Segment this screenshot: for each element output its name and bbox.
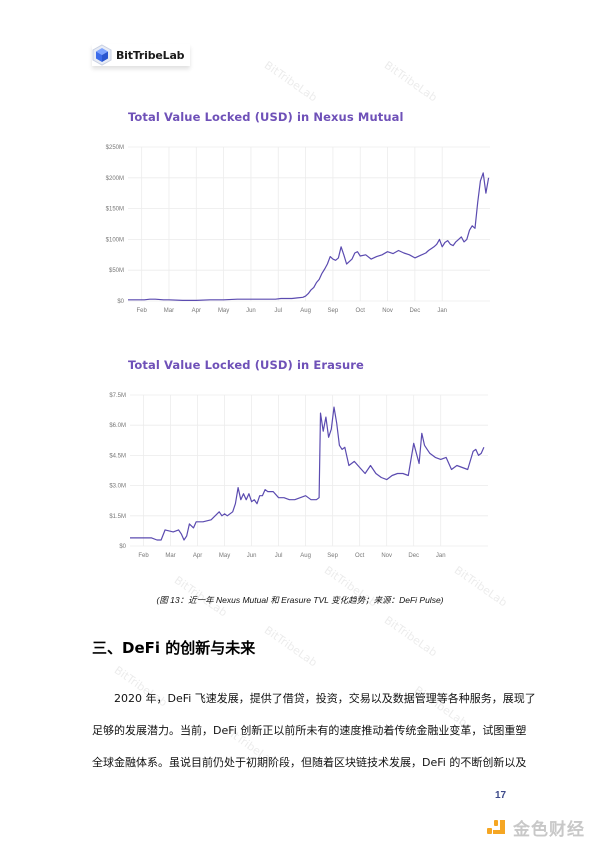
- watermark: BitTribeLab: [261, 58, 320, 105]
- paragraph-line: 足够的发展潜力。当前，DeFi 创新正以前所未有的速度推动着传统金融业变革，试图…: [92, 724, 527, 737]
- line-chart-erasure: $0 $1.5M $3.0M $4.5M $6.0M $7.5M Feb Mar Apr May J…: [109, 393, 488, 559]
- chart-title-erasure: Total Value Locked (USD) in Erasure: [128, 358, 364, 372]
- x-axis-tick-label: Mar: [164, 308, 174, 314]
- bittribelab-logo: BitTribeLab: [92, 44, 191, 66]
- x-axis-tick-label: Jun: [246, 308, 256, 314]
- y-axis-tick-label: $7.5M: [109, 393, 126, 399]
- x-axis-tick-label: Oct: [355, 553, 365, 559]
- jinse-brand-footer: 金色财经: [487, 815, 585, 840]
- brand-text: 金色财经: [513, 820, 585, 840]
- x-axis-tick-label: Mar: [165, 553, 175, 559]
- y-axis-tick-label: $3.0M: [109, 484, 126, 490]
- x-axis-tick-label: Aug: [300, 553, 311, 559]
- chart-erasure: $0 $1.5M $3.0M $4.5M $6.0M $7.5M Feb Mar Apr May J…: [100, 388, 500, 567]
- x-axis-tick-label: Nov: [382, 308, 393, 314]
- y-axis-tick-label: $0: [119, 544, 126, 550]
- x-axis-tick-label: Jun: [247, 553, 257, 559]
- x-axis-tick-label: May: [218, 308, 229, 314]
- watermark: BitTribeLab: [261, 623, 320, 670]
- x-axis-tick-label: Apr: [193, 553, 202, 559]
- watermark: BitTribeLab: [381, 613, 440, 660]
- line-chart-nexus-mutual: $0 $50M $100M $150M $200M $250M Feb Mar Apr May Ju…: [106, 145, 490, 314]
- x-axis-tick-label: Jul: [275, 553, 283, 559]
- data-series-line: [128, 172, 490, 301]
- x-axis-tick-label: Dec: [410, 308, 421, 314]
- x-axis-tick-label: Feb: [136, 308, 147, 314]
- y-axis-tick-label: $200M: [106, 176, 124, 182]
- jinse-logo-icon: [487, 819, 505, 834]
- x-axis-tick-label: Dec: [408, 553, 419, 559]
- paragraph-line: 全球金融体系。虽说目前仍处于初期阶段，但随着区块链技术发展，DeFi 的不断创新…: [92, 756, 527, 769]
- x-axis-tick-label: Apr: [192, 308, 201, 314]
- x-axis-tick-label: Jan: [437, 308, 447, 314]
- logo-text: BitTribeLab: [116, 48, 185, 62]
- y-axis-tick-label: $150M: [106, 207, 124, 213]
- y-axis-tick-label: $50M: [109, 268, 124, 274]
- figure-caption: (图 13：近一年 Nexus Mutual 和 Erasure TVL 变化趋…: [156, 595, 444, 605]
- x-axis-tick-label: Sep: [327, 553, 338, 559]
- x-axis-tick-label: Jan: [436, 553, 446, 559]
- x-axis-tick-label: Nov: [381, 553, 392, 559]
- watermark: BitTribeLab: [381, 58, 440, 105]
- y-axis-tick-label: $250M: [106, 145, 124, 151]
- x-axis-tick-label: Jul: [274, 308, 282, 314]
- page-number: 17: [495, 790, 507, 801]
- x-axis-tick-label: Aug: [300, 308, 311, 314]
- paragraph-line: 2020 年，DeFi 飞速发展，提供了借贷，投资，交易以及数据管理等各种服务，…: [114, 692, 536, 705]
- chart-nexus-mutual: $0 $50M $100M $150M $200M $250M Feb Mar Apr May Ju…: [100, 140, 500, 324]
- section-heading: 三、DeFi 的创新与未来: [92, 639, 256, 657]
- y-axis-tick-label: $1.5M: [109, 514, 126, 520]
- x-axis-tick-label: May: [219, 553, 230, 559]
- y-axis-tick-label: $0: [117, 299, 124, 305]
- x-axis-tick-label: Feb: [138, 553, 149, 559]
- y-axis-tick-label: $4.5M: [109, 453, 126, 459]
- y-axis-tick-label: $100M: [106, 237, 124, 243]
- x-axis-tick-label: Oct: [356, 308, 366, 314]
- cube-icon: [92, 44, 112, 66]
- x-axis-tick-label: Sep: [328, 308, 339, 314]
- data-series-line: [130, 406, 485, 541]
- y-axis-tick-label: $6.0M: [109, 423, 126, 429]
- chart-title-nexus-mutual: Total Value Locked (USD) in Nexus Mutual: [128, 110, 404, 124]
